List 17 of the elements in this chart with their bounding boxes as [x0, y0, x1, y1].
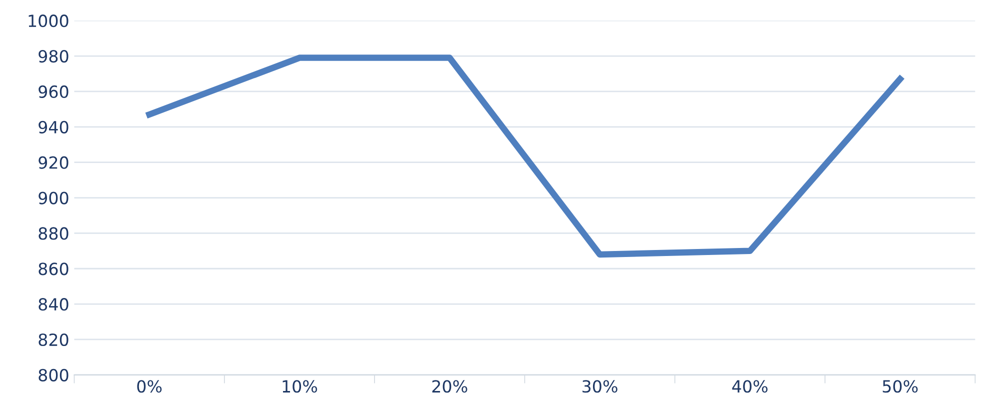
x-tick-label: 0% — [137, 380, 162, 393]
x-tick-label: 50% — [882, 380, 918, 393]
x-tick-label: 40% — [732, 380, 768, 393]
y-tick-label: 1000 — [28, 14, 68, 28]
x-tick-label: 10% — [282, 380, 318, 393]
y-tick-label: 920 — [38, 156, 68, 169]
y-tick-label: 980 — [38, 50, 68, 63]
y-tick-label: 840 — [38, 298, 68, 311]
y-tick-label: 800 — [38, 368, 68, 382]
y-tick-label: 960 — [38, 85, 68, 98]
y-tick-label: 860 — [38, 262, 68, 276]
y-tick-label: 820 — [38, 333, 68, 346]
x-tick-label: 30% — [582, 380, 618, 393]
y-tick-label: 900 — [38, 192, 68, 204]
y-tick-label: 880 — [38, 227, 68, 240]
x-tick-label: 20% — [432, 380, 468, 393]
y-tick-label: 940 — [38, 120, 68, 134]
